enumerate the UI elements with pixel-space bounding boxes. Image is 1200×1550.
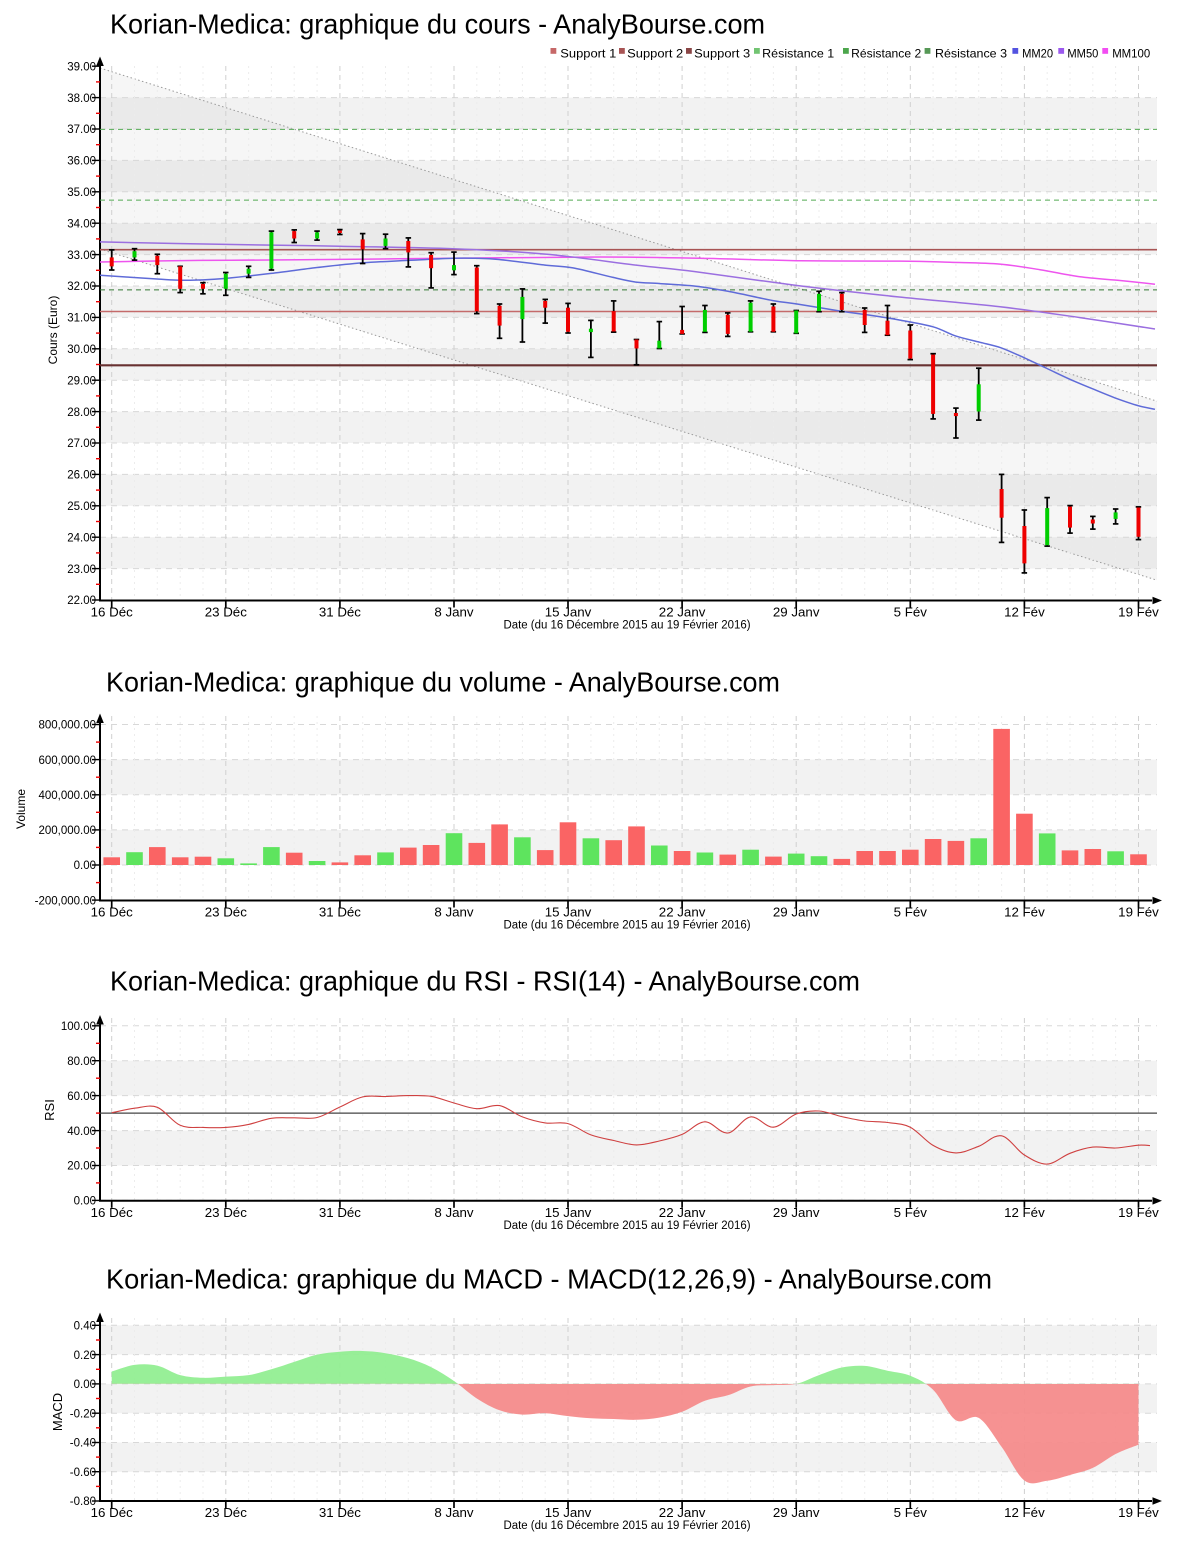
svg-text:Date (du 16 Décembre 2015 au 1: Date (du 16 Décembre 2015 au 19 Février … <box>504 1220 751 1232</box>
svg-text:22.00: 22.00 <box>67 595 96 607</box>
svg-text:-0.80: -0.80 <box>70 1496 96 1508</box>
svg-text:100.00: 100.00 <box>61 1021 96 1033</box>
svg-text:33.00: 33.00 <box>67 250 96 262</box>
svg-text:Date (du 16 Décembre 2015 au 1: Date (du 16 Décembre 2015 au 19 Février … <box>504 620 751 632</box>
svg-text:32.00: 32.00 <box>67 281 96 293</box>
svg-text:5 Fév: 5 Fév <box>894 1205 928 1220</box>
svg-text:31 Déc: 31 Déc <box>319 1205 361 1220</box>
svg-text:-0.60: -0.60 <box>70 1467 96 1479</box>
svg-text:8 Janv: 8 Janv <box>434 1505 474 1520</box>
svg-text:16 Déc: 16 Déc <box>91 1505 133 1520</box>
svg-text:35.00: 35.00 <box>67 187 96 199</box>
svg-text:0.00: 0.00 <box>74 860 96 872</box>
svg-text:60.00: 60.00 <box>67 1091 96 1103</box>
svg-text:-0.20: -0.20 <box>70 1408 96 1420</box>
svg-text:40.00: 40.00 <box>67 1126 96 1138</box>
svg-text:28.00: 28.00 <box>67 407 96 419</box>
svg-text:Date (du 16 Décembre 2015 au 1: Date (du 16 Décembre 2015 au 19 Février … <box>504 1520 751 1532</box>
svg-text:37.00: 37.00 <box>67 124 96 136</box>
svg-text:22 Janv: 22 Janv <box>659 905 706 920</box>
svg-text:20.00: 20.00 <box>67 1161 96 1173</box>
svg-text:29 Janv: 29 Janv <box>773 905 820 920</box>
svg-text:8 Janv: 8 Janv <box>434 1205 474 1220</box>
svg-text:MM100: MM100 <box>1112 47 1150 61</box>
svg-text:Korian-Medica: graphique du MA: Korian-Medica: graphique du MACD - MACD(… <box>106 1264 992 1295</box>
svg-text:Korian-Medica: graphique du co: Korian-Medica: graphique du cours - Anal… <box>110 9 765 40</box>
svg-text:19 Fév: 19 Fév <box>1118 605 1159 620</box>
svg-text:15 Janv: 15 Janv <box>545 1505 592 1520</box>
svg-text:22 Janv: 22 Janv <box>659 1205 706 1220</box>
svg-text:29 Janv: 29 Janv <box>773 605 820 620</box>
svg-text:8 Janv: 8 Janv <box>434 905 474 920</box>
svg-text:Volume: Volume <box>14 789 28 829</box>
svg-text:31 Déc: 31 Déc <box>319 605 361 620</box>
svg-text:12 Fév: 12 Fév <box>1004 1205 1045 1220</box>
svg-text:19 Fév: 19 Fév <box>1118 1205 1159 1220</box>
svg-text:0.00: 0.00 <box>74 1196 96 1208</box>
svg-text:16 Déc: 16 Déc <box>91 1205 133 1220</box>
svg-text:12 Fév: 12 Fév <box>1004 1505 1045 1520</box>
svg-text:16 Déc: 16 Déc <box>91 605 133 620</box>
svg-text:19 Fév: 19 Fév <box>1118 905 1159 920</box>
svg-text:36.00: 36.00 <box>67 156 96 168</box>
svg-text:38.00: 38.00 <box>67 93 96 105</box>
svg-text:Cours (Euro): Cours (Euro) <box>46 296 60 365</box>
svg-text:39.00: 39.00 <box>67 61 96 73</box>
svg-text:MM20: MM20 <box>1022 47 1053 61</box>
svg-text:0.40: 0.40 <box>74 1321 96 1333</box>
svg-text:5 Fév: 5 Fév <box>894 905 928 920</box>
svg-text:15 Janv: 15 Janv <box>545 1205 592 1220</box>
svg-text:Korian-Medica: graphique du vo: Korian-Medica: graphique du volume - Ana… <box>106 667 780 698</box>
svg-text:5 Fév: 5 Fév <box>894 605 928 620</box>
svg-text:Résistance 2: Résistance 2 <box>851 47 921 61</box>
svg-text:800,000.00: 800,000.00 <box>38 720 96 732</box>
svg-text:Support 1: Support 1 <box>560 47 616 61</box>
svg-text:31 Déc: 31 Déc <box>319 1505 361 1520</box>
svg-text:0.00: 0.00 <box>74 1379 96 1391</box>
svg-text:MM50: MM50 <box>1067 47 1098 61</box>
svg-text:23 Déc: 23 Déc <box>205 905 247 920</box>
svg-text:RSI: RSI <box>42 1099 57 1121</box>
svg-text:31.00: 31.00 <box>67 313 96 325</box>
svg-text:MACD: MACD <box>50 1393 65 1431</box>
svg-text:Date (du 16 Décembre 2015 au 1: Date (du 16 Décembre 2015 au 19 Février … <box>504 920 751 932</box>
svg-text:200,000.00: 200,000.00 <box>38 825 96 837</box>
svg-text:29 Janv: 29 Janv <box>773 1505 820 1520</box>
svg-text:-200,000.00: -200,000.00 <box>35 895 96 907</box>
svg-text:Résistance 1: Résistance 1 <box>762 47 834 61</box>
svg-text:5 Fév: 5 Fév <box>894 1505 928 1520</box>
svg-text:0.20: 0.20 <box>74 1350 96 1362</box>
svg-text:80.00: 80.00 <box>67 1056 96 1068</box>
svg-text:-0.40: -0.40 <box>70 1438 96 1450</box>
svg-text:26.00: 26.00 <box>67 470 96 482</box>
svg-text:29 Janv: 29 Janv <box>773 1205 820 1220</box>
svg-text:30.00: 30.00 <box>67 344 96 356</box>
svg-text:19 Fév: 19 Fév <box>1118 1505 1159 1520</box>
svg-text:600,000.00: 600,000.00 <box>38 755 96 767</box>
svg-text:Résistance 3: Résistance 3 <box>935 47 1007 61</box>
svg-text:Support 2: Support 2 <box>627 47 683 61</box>
svg-text:12 Fév: 12 Fév <box>1004 905 1045 920</box>
svg-text:23 Déc: 23 Déc <box>205 605 247 620</box>
svg-text:Support 3: Support 3 <box>694 47 750 61</box>
svg-text:15 Janv: 15 Janv <box>545 905 592 920</box>
svg-text:400,000.00: 400,000.00 <box>38 790 96 802</box>
svg-text:Korian-Medica: graphique du RS: Korian-Medica: graphique du RSI - RSI(14… <box>110 966 860 997</box>
svg-text:8 Janv: 8 Janv <box>434 605 474 620</box>
svg-text:12 Fév: 12 Fév <box>1004 605 1045 620</box>
svg-text:34.00: 34.00 <box>67 218 96 230</box>
svg-text:23 Déc: 23 Déc <box>205 1205 247 1220</box>
svg-text:27.00: 27.00 <box>67 438 96 450</box>
svg-text:15 Janv: 15 Janv <box>545 605 592 620</box>
svg-text:29.00: 29.00 <box>67 375 96 387</box>
svg-text:31 Déc: 31 Déc <box>319 905 361 920</box>
svg-text:22 Janv: 22 Janv <box>659 1505 706 1520</box>
svg-text:16 Déc: 16 Déc <box>91 905 133 920</box>
svg-text:25.00: 25.00 <box>67 501 96 513</box>
svg-text:24.00: 24.00 <box>67 532 96 544</box>
svg-text:22 Janv: 22 Janv <box>659 605 706 620</box>
svg-text:23.00: 23.00 <box>67 564 96 576</box>
svg-text:23 Déc: 23 Déc <box>205 1505 247 1520</box>
